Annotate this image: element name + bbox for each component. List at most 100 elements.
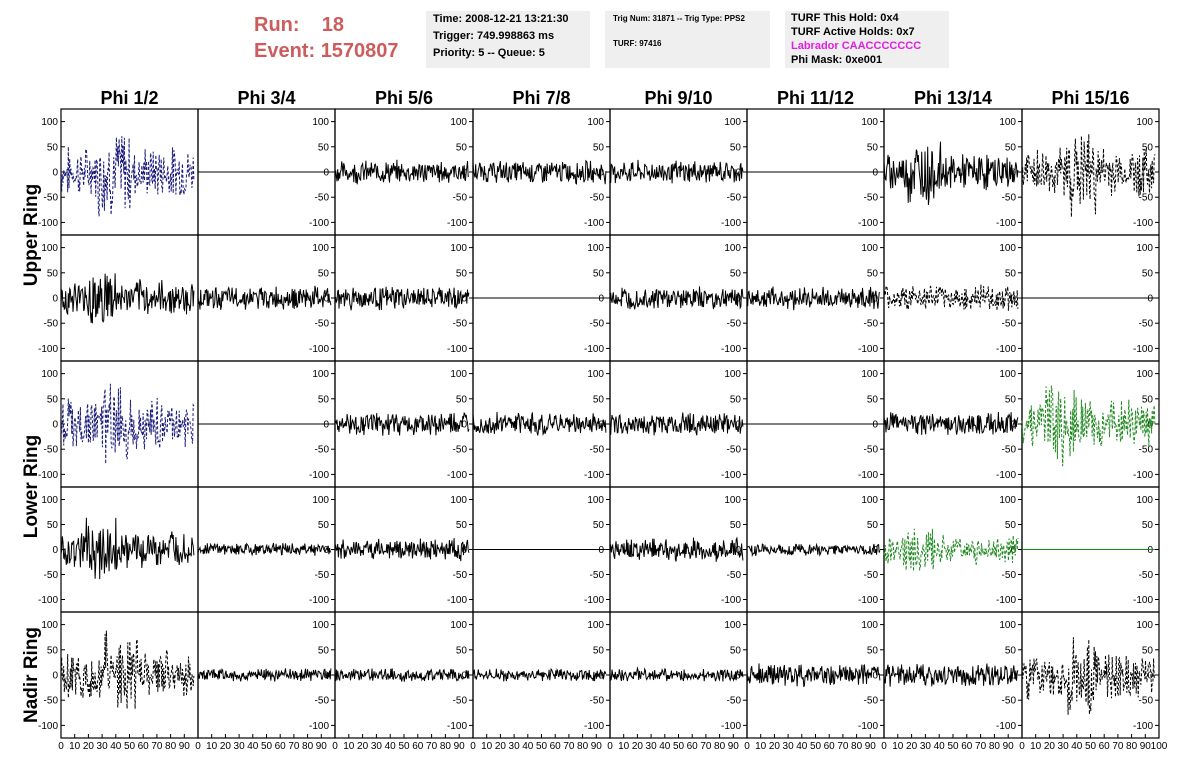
y-tick-label-r3-c7-4: -100 — [996, 470, 1016, 481]
y-tick-label-r4-c3-3: -50 — [453, 570, 468, 581]
x-tick-label-c3-7: 70 — [426, 741, 438, 752]
y-tick-label-r3-c6-0: 100 — [861, 369, 878, 380]
x-tick-label-c6-5: 50 — [810, 741, 822, 752]
x-tick-label-c5-6: 60 — [687, 741, 699, 752]
y-tick-label-r1-c7-4: -100 — [996, 218, 1016, 229]
x-tick-label-c1-8: 80 — [165, 741, 177, 752]
y-tick-label-r2-c6-1: 50 — [867, 268, 879, 279]
waveform-r2-c2 — [197, 285, 332, 310]
y-tick-label-r5-c8-4: -100 — [1133, 721, 1153, 732]
x-tick-label-c5-4: 40 — [659, 741, 671, 752]
time-text: Time: 2008-12-21 13:21:30 — [433, 13, 569, 25]
y-tick-label-r4-c7-2: 0 — [1010, 545, 1016, 556]
x-tick-label-c5-7: 70 — [700, 741, 712, 752]
waveform-r4-c2 — [197, 542, 332, 557]
y-tick-label-r2-c8-3: -50 — [1139, 319, 1154, 330]
x-tick-label-c7-9: 90 — [1003, 741, 1015, 752]
y-tick-label-r5-c1-4: -100 — [38, 721, 58, 732]
column-header-2: Phi 3/4 — [237, 88, 295, 108]
x-tick-label-c2-6: 60 — [275, 741, 287, 752]
x-tick-label-c8-10: 100 — [1151, 741, 1168, 752]
y-tick-label-r1-c5-0: 100 — [724, 117, 741, 128]
y-tick-label-r1-c3-1: 50 — [456, 142, 468, 153]
y-tick-label-r1-c6-4: -100 — [858, 218, 878, 229]
y-tick-label-r5-c7-3: -50 — [1002, 696, 1017, 707]
y-tick-label-r3-c5-3: -50 — [727, 445, 742, 456]
y-tick-label-r3-c5-4: -100 — [721, 470, 741, 481]
y-tick-label-r5-c5-0: 100 — [724, 620, 741, 631]
x-tick-label-c8-4: 40 — [1071, 741, 1083, 752]
x-tick-label-c4-6: 60 — [550, 741, 562, 752]
y-tick-label-r3-c2-3: -50 — [315, 445, 330, 456]
y-tick-label-r4-c4-3: -50 — [590, 570, 605, 581]
run-value: 18 — [321, 14, 345, 36]
column-header-4: Phi 7/8 — [512, 88, 570, 108]
y-tick-label-r3-c6-2: 0 — [872, 420, 878, 431]
turf-info-box: TURF This Hold: 0x4 TURF Active Holds: 0… — [785, 11, 949, 68]
y-tick-label-r5-c7-4: -100 — [996, 721, 1016, 732]
y-tick-label-r3-c6-1: 50 — [867, 394, 879, 405]
x-tick-label-c7-8: 80 — [989, 741, 1001, 752]
x-tick-label-c6-1: 10 — [755, 741, 767, 752]
y-tick-label-r1-c8-4: -100 — [1133, 218, 1153, 229]
x-tick-label-c6-3: 30 — [783, 741, 795, 752]
x-tick-label-c2-7: 70 — [288, 741, 300, 752]
y-tick-label-r1-c5-1: 50 — [730, 142, 742, 153]
trigger-info-box: Trig Num: 31871 -- Trig Type: PPS2 TURF:… — [605, 11, 770, 68]
y-tick-label-r3-c6-4: -100 — [858, 470, 878, 481]
x-tick-label-c8-6: 60 — [1099, 741, 1111, 752]
time-info-box: Time: 2008-12-21 13:21:30 Trigger: 749.9… — [426, 11, 590, 68]
y-tick-label-r3-c1-2: 0 — [52, 420, 58, 431]
x-tick-label-c8-3: 30 — [1058, 741, 1070, 752]
waveform-r5-c7 — [883, 663, 1019, 687]
waveform-r3-c8 — [1021, 385, 1156, 467]
column-header-1: Phi 1/2 — [100, 88, 158, 108]
y-tick-label-r2-c4-1: 50 — [593, 268, 605, 279]
y-tick-label-r2-c1-3: -50 — [44, 319, 59, 330]
y-tick-label-r3-c4-0: 100 — [587, 369, 604, 380]
y-tick-label-r2-c3-4: -100 — [447, 344, 467, 355]
y-tick-label-r4-c6-4: -100 — [858, 595, 878, 606]
y-tick-label-r4-c5-1: 50 — [730, 520, 742, 531]
y-tick-label-r4-c8-1: 50 — [1142, 520, 1154, 531]
waveform-r2-c3 — [334, 286, 470, 311]
x-tick-label-c3-5: 50 — [398, 741, 410, 752]
y-tick-label-r4-c2-2: 0 — [323, 545, 329, 556]
waveform-r5-c3 — [334, 668, 470, 682]
x-tick-label-c1-1: 10 — [69, 741, 81, 752]
y-tick-label-r2-c3-3: -50 — [453, 319, 468, 330]
x-tick-label-c2-4: 40 — [247, 741, 259, 752]
y-tick-label-r1-c2-2: 0 — [323, 168, 329, 179]
x-tick-label-c3-8: 80 — [440, 741, 452, 752]
x-tick-label-c6-9: 90 — [865, 741, 877, 752]
y-tick-label-r3-c6-3: -50 — [864, 445, 879, 456]
run-event-info: Run: 18 Event: 1570807 — [254, 12, 399, 64]
y-tick-label-r2-c7-4: -100 — [996, 344, 1016, 355]
x-tick-label-c7-1: 10 — [892, 741, 904, 752]
x-tick-label-c6-4: 40 — [796, 741, 808, 752]
y-tick-label-r2-c5-1: 50 — [730, 268, 742, 279]
waveform-r3-c1 — [60, 383, 195, 464]
waveform-r3-c5 — [609, 412, 744, 436]
y-tick-label-r5-c6-1: 50 — [867, 645, 879, 656]
y-tick-label-r2-c8-4: -100 — [1133, 344, 1153, 355]
y-tick-label-r2-c5-3: -50 — [727, 319, 742, 330]
y-tick-label-r1-c1-0: 100 — [41, 117, 58, 128]
y-tick-label-r5-c8-0: 100 — [1136, 620, 1153, 631]
y-tick-label-r4-c1-2: 0 — [52, 545, 58, 556]
y-tick-label-r1-c3-4: -100 — [447, 218, 467, 229]
waveform-r4-c5 — [609, 536, 744, 562]
x-tick-label-c6-0: 0 — [744, 741, 750, 752]
waveform-r5-c1 — [60, 630, 195, 709]
y-tick-label-r5-c4-0: 100 — [587, 620, 604, 631]
x-tick-label-c7-5: 50 — [947, 741, 959, 752]
y-tick-label-r5-c6-0: 100 — [861, 620, 878, 631]
y-tick-label-r3-c3-3: -50 — [453, 445, 468, 456]
y-tick-label-r2-c5-4: -100 — [721, 344, 741, 355]
y-tick-label-r2-c3-0: 100 — [450, 243, 467, 254]
y-tick-label-r3-c2-4: -100 — [309, 470, 329, 481]
y-tick-label-r1-c6-2: 0 — [872, 168, 878, 179]
x-tick-label-c5-2: 20 — [632, 741, 644, 752]
y-tick-label-r5-c7-2: 0 — [1010, 671, 1016, 682]
x-tick-label-c4-3: 30 — [509, 741, 521, 752]
